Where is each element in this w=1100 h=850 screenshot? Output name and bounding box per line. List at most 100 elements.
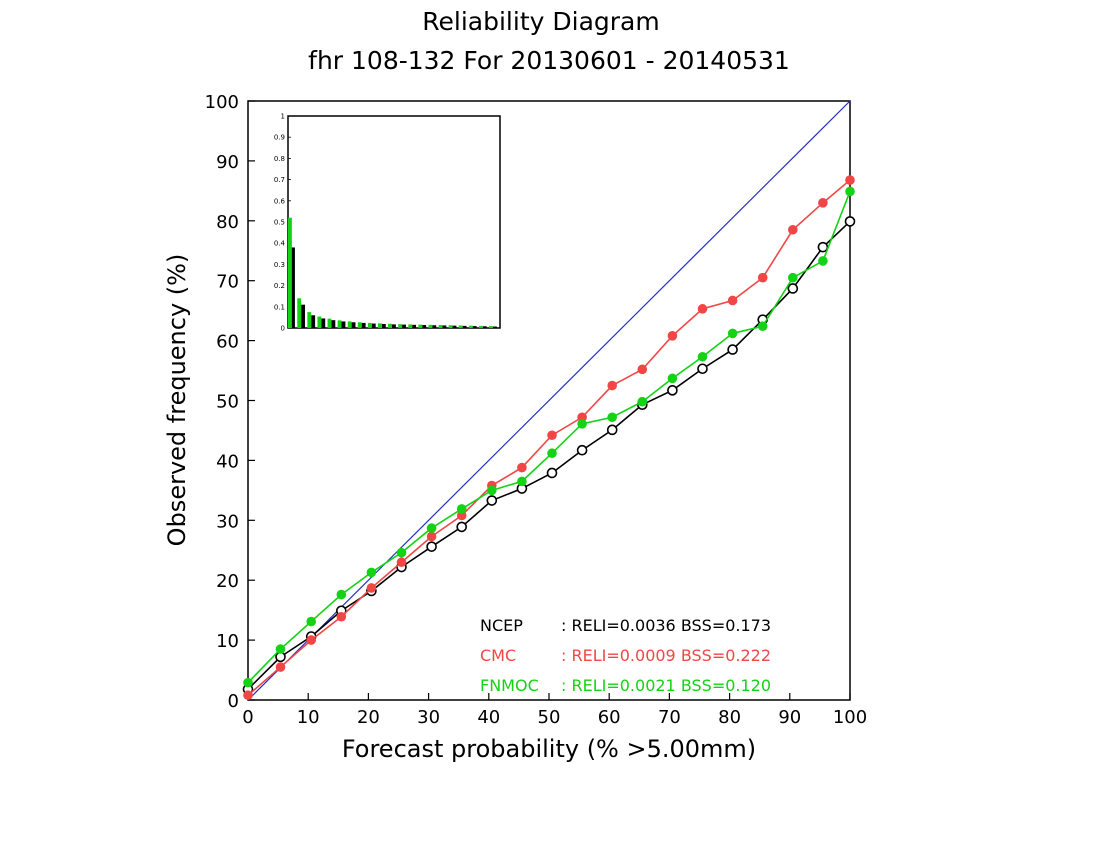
inset-bar-fnmoc xyxy=(327,318,332,328)
data-point-ncep xyxy=(456,521,468,533)
data-point-fnmoc xyxy=(757,321,768,332)
data-point-fnmoc xyxy=(547,448,557,459)
data-point-cmc xyxy=(757,272,768,283)
data-point-fnmoc xyxy=(818,256,828,266)
data-point-cmc xyxy=(697,304,708,314)
data-point-ncep xyxy=(606,424,618,436)
data-point-fnmoc xyxy=(697,351,708,362)
inset-bar-fnmoc xyxy=(468,325,473,328)
y-tick-label: 60 xyxy=(216,332,239,353)
legend-name-cmc: CMC xyxy=(480,646,516,665)
y-tick-label: 100 xyxy=(205,92,239,113)
data-point-fnmoc xyxy=(637,396,648,407)
data-point-cmc xyxy=(517,462,527,473)
data-point-cmc xyxy=(788,224,798,235)
data-point-cmc xyxy=(607,380,618,391)
x-tick-label: 0 xyxy=(242,707,253,728)
inset-bar-ncep xyxy=(381,323,386,328)
inset-bar-fnmoc xyxy=(357,322,362,328)
data-point-fnmoc xyxy=(243,677,253,688)
y-tick-label: 10 xyxy=(216,631,239,652)
inset-bar-fnmoc xyxy=(398,324,403,328)
data-point-fnmoc xyxy=(607,412,618,423)
inset-y-tick-label: 0.4 xyxy=(274,240,286,248)
inset-bar-ncep xyxy=(402,324,406,328)
data-point-cmc xyxy=(366,583,377,593)
data-point-fnmoc xyxy=(336,589,347,600)
data-point-ncep xyxy=(576,444,588,456)
data-point-cmc xyxy=(667,331,678,341)
data-point-ncep xyxy=(546,467,558,479)
data-point-ncep xyxy=(697,363,708,375)
data-point-ncep xyxy=(817,241,829,253)
y-axis-label: Observed frequency (%) xyxy=(163,254,191,547)
inset-bar-ncep xyxy=(331,320,336,328)
x-tick-label: 80 xyxy=(718,707,741,728)
data-point-fnmoc xyxy=(396,547,407,558)
inset-bar-fnmoc xyxy=(458,325,463,328)
inset-bar-fnmoc xyxy=(478,325,483,328)
inset-bar-ncep xyxy=(361,322,366,328)
inset-frame xyxy=(287,115,501,329)
inset-bar-ncep xyxy=(472,326,477,328)
x-tick-label: 90 xyxy=(778,707,801,728)
data-point-ncep xyxy=(787,283,799,294)
data-point-cmc xyxy=(577,412,587,423)
inset-bar-ncep xyxy=(311,315,316,328)
data-point-cmc xyxy=(637,364,648,375)
data-point-ncep xyxy=(486,495,498,506)
inset-bar-fnmoc xyxy=(378,323,382,328)
x-tick-label: 30 xyxy=(417,707,440,728)
perfect-reliability-diagonal xyxy=(247,100,851,701)
inset-y-tick-label: 0.8 xyxy=(274,155,285,163)
legend-stats-ncep: : RELI=0.0036 BSS=0.173 xyxy=(561,616,771,635)
inset-bar-ncep xyxy=(301,304,306,328)
inset-bar-ncep xyxy=(422,325,427,328)
inset-bar-ncep xyxy=(462,325,467,328)
inset-bar-ncep xyxy=(412,324,417,328)
chart-title: Reliability Diagram xyxy=(422,7,659,36)
inset-bar-ncep xyxy=(492,326,497,328)
inset-bar-fnmoc xyxy=(408,324,413,328)
inset-bar-ncep xyxy=(291,247,295,328)
data-point-ncep xyxy=(844,216,856,227)
data-point-fnmoc xyxy=(845,186,855,197)
inset-y-tick-label: 0.7 xyxy=(274,176,285,184)
y-tick-label: 50 xyxy=(216,392,239,413)
data-point-cmc xyxy=(456,510,467,521)
data-point-fnmoc xyxy=(788,272,798,283)
inset-bar-fnmoc xyxy=(448,325,453,328)
legend-name-ncep: NCEP xyxy=(480,616,523,635)
data-point-fnmoc xyxy=(306,616,317,627)
inset-bar-ncep xyxy=(321,318,326,328)
x-tick-label: 50 xyxy=(538,707,561,728)
data-point-fnmoc xyxy=(275,644,286,654)
inset-bar-fnmoc xyxy=(288,217,292,328)
inset-y-tick-label: 1 xyxy=(281,113,285,121)
x-tick-label: 70 xyxy=(658,707,681,728)
x-tick-label: 100 xyxy=(833,707,867,728)
inset-y-tick-label: 0 xyxy=(281,325,285,333)
data-point-fnmoc xyxy=(487,485,497,496)
data-point-cmc xyxy=(818,198,828,208)
data-point-cmc xyxy=(306,635,317,645)
y-tick-label: 0 xyxy=(228,691,239,712)
inset-bar-ncep xyxy=(391,324,396,328)
data-point-fnmoc xyxy=(517,476,527,487)
plot-area: 0 10 20 30 40 50 60 70 80 90 100010203040506070809… xyxy=(205,92,868,728)
y-tick-label: 30 xyxy=(216,511,239,532)
y-tick-label: 90 xyxy=(216,152,239,173)
inset-y-tick-label: 0.2 xyxy=(274,282,285,290)
inset-bar-fnmoc xyxy=(438,325,443,328)
inset-bar-fnmoc xyxy=(347,321,352,328)
y-tick-label: 80 xyxy=(216,212,239,233)
x-tick-label: 60 xyxy=(598,707,621,728)
data-point-cmc xyxy=(845,175,855,185)
inset-bar-fnmoc xyxy=(388,323,392,328)
data-point-cmc xyxy=(336,611,347,622)
data-point-ncep xyxy=(727,344,738,355)
inset-bar-ncep xyxy=(442,325,447,328)
chart-subtitle: fhr 108-132 For 20130601 - 20140531 xyxy=(308,46,790,75)
inset-bar-fnmoc xyxy=(307,312,312,328)
data-point-cmc xyxy=(727,295,738,306)
